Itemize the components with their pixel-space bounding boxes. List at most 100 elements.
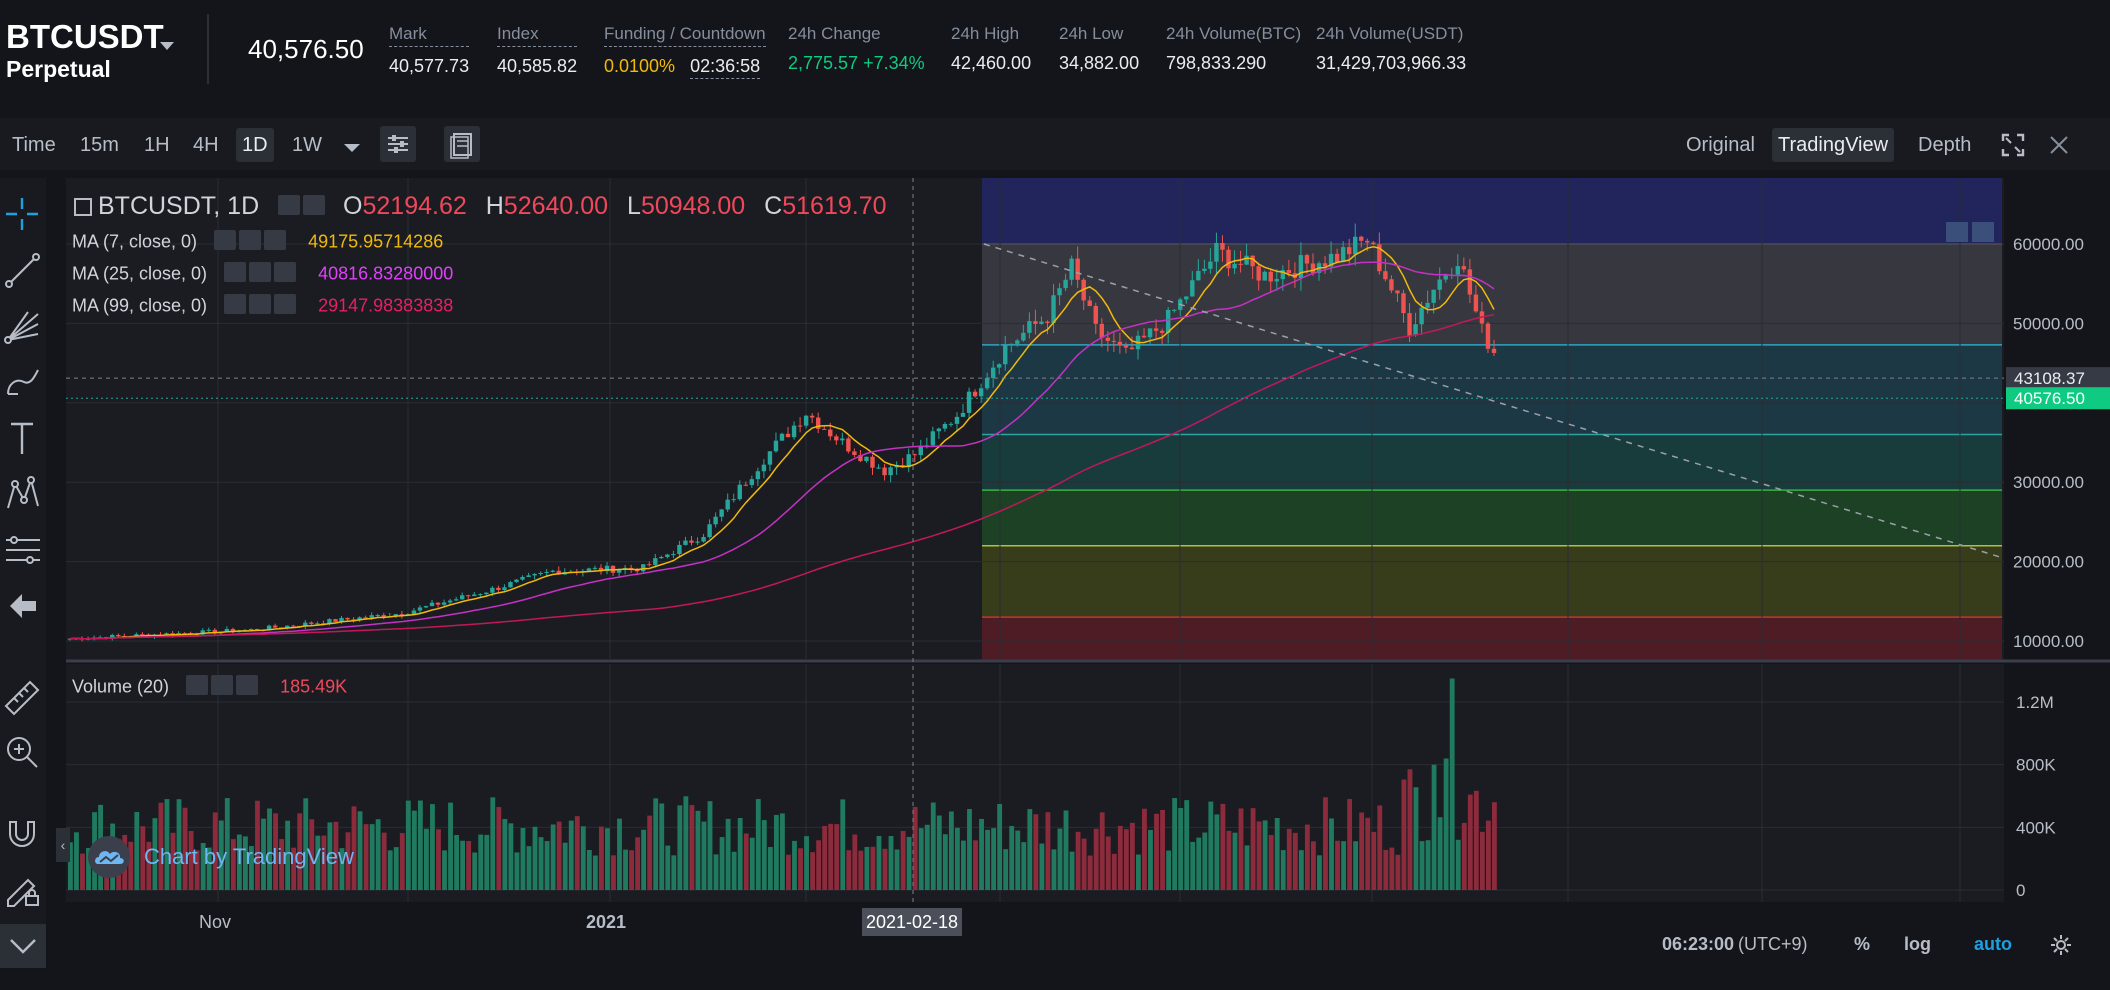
settings-icon[interactable] xyxy=(249,294,272,314)
settings-icon[interactable] xyxy=(303,194,326,215)
volume-bar xyxy=(1021,842,1027,890)
candle-body xyxy=(731,499,736,501)
volume-bar xyxy=(864,846,870,890)
candle-body xyxy=(230,629,236,633)
log-toggle[interactable]: log xyxy=(1904,934,1931,954)
settings-icon[interactable] xyxy=(211,675,234,695)
remove-icon[interactable] xyxy=(274,262,297,282)
candle-body xyxy=(116,634,121,636)
view-original[interactable]: Original xyxy=(1686,134,1755,156)
ma7-label: MA (7, close, 0) xyxy=(72,231,198,252)
candle-body xyxy=(797,425,803,427)
symbol-name[interactable]: BTCUSDT xyxy=(6,18,164,55)
volume-bar xyxy=(924,824,930,890)
interval-time[interactable]: Time xyxy=(12,134,56,156)
volume-bar xyxy=(146,841,152,890)
candle-body xyxy=(936,428,942,432)
timezone[interactable]: (UTC+9) xyxy=(1738,934,1808,954)
eye-icon[interactable] xyxy=(278,194,301,215)
volume-bar xyxy=(635,837,641,890)
remove-icon[interactable] xyxy=(236,675,259,695)
trend-line-icon[interactable] xyxy=(0,248,46,292)
fib-zone xyxy=(982,178,2002,244)
candle-body xyxy=(1105,337,1111,341)
auto-toggle[interactable]: auto xyxy=(1974,934,2012,954)
text-tool-icon[interactable] xyxy=(0,416,46,460)
candle-body xyxy=(1310,263,1316,273)
candle-body xyxy=(1039,321,1044,324)
indicator-settings-icon[interactable] xyxy=(380,126,416,162)
candle-body xyxy=(182,633,187,635)
volume-bar xyxy=(526,846,532,890)
ruler-icon[interactable] xyxy=(0,674,46,718)
settings-icon[interactable] xyxy=(239,230,262,250)
remove-icon[interactable] xyxy=(264,230,287,250)
volume-bar xyxy=(291,847,297,890)
eye-icon[interactable] xyxy=(214,230,237,250)
interval-dropdown-icon[interactable] xyxy=(344,144,360,152)
interval-1d[interactable]: 1D xyxy=(236,128,274,162)
volume-bar xyxy=(430,804,435,890)
eye-icon[interactable] xyxy=(224,294,247,314)
candle-body xyxy=(285,625,290,628)
volume-bar xyxy=(478,834,484,890)
interval-1w[interactable]: 1W xyxy=(292,134,322,156)
fib-zone xyxy=(982,617,2002,660)
expand-more-icon[interactable] xyxy=(0,924,46,968)
volume-bar xyxy=(556,821,562,890)
fullscreen-icon[interactable] xyxy=(1998,130,2028,160)
interval-15m[interactable]: 15m xyxy=(80,134,119,156)
interval-4h[interactable]: 4H xyxy=(193,134,219,156)
collapse-legend-icon[interactable] xyxy=(74,198,92,217)
candle-body xyxy=(1045,321,1050,324)
candle-body xyxy=(538,572,543,575)
crosshair-icon[interactable] xyxy=(0,192,46,236)
back-arrow-icon[interactable] xyxy=(0,584,46,628)
interval-1h[interactable]: 1H xyxy=(144,134,170,156)
close-icon[interactable] xyxy=(2046,132,2072,158)
volume-tick-label: 1.2M xyxy=(2016,693,2054,712)
candle-body xyxy=(665,554,670,557)
contract-type[interactable]: Perpetual xyxy=(6,56,111,82)
eye-icon[interactable] xyxy=(224,262,247,282)
candle-body xyxy=(110,634,115,639)
gann-fan-icon[interactable] xyxy=(0,304,46,348)
pattern-icon[interactable] xyxy=(0,472,46,516)
funding-label[interactable]: Funding / Countdown xyxy=(604,24,766,47)
view-tradingview[interactable]: TradingView xyxy=(1772,128,1895,162)
candle-body xyxy=(1208,261,1213,269)
fib-zone xyxy=(982,244,2002,345)
candle-body xyxy=(689,540,694,543)
volume-bar xyxy=(538,837,544,890)
eye-icon[interactable] xyxy=(186,675,209,695)
time-tick-label: 2021 xyxy=(586,912,626,932)
index-label[interactable]: Index xyxy=(497,24,578,47)
collapse-toolbar-button[interactable]: ‹ xyxy=(56,828,70,862)
candle-body xyxy=(719,509,724,517)
magnet-icon[interactable] xyxy=(0,810,46,854)
volume-bar xyxy=(1238,808,1244,890)
chart-template-icon[interactable] xyxy=(444,126,480,162)
volume-bar xyxy=(725,818,731,890)
volume-btc-value: 798,833.290 xyxy=(1166,53,1267,73)
volume-bar xyxy=(333,821,339,890)
brush-icon[interactable] xyxy=(0,360,46,404)
prediction-icon[interactable] xyxy=(0,528,46,572)
settings-icon[interactable] xyxy=(249,262,272,282)
candle-body xyxy=(309,622,314,624)
gear-icon[interactable] xyxy=(2050,934,2072,961)
zoom-in-icon[interactable] xyxy=(0,730,46,774)
candle-body xyxy=(737,484,742,500)
mark-label[interactable]: Mark xyxy=(389,24,470,47)
view-depth[interactable]: Depth xyxy=(1918,134,1972,156)
chevron-down-icon[interactable] xyxy=(160,42,174,50)
percent-toggle[interactable]: % xyxy=(1854,934,1871,954)
chart-footer: 06:23:00 (UTC+9) % log auto xyxy=(66,934,2090,964)
volume-bar xyxy=(194,850,200,890)
lock-drawings-icon[interactable] xyxy=(0,866,46,910)
tradingview-watermark[interactable]: Chart by TradingView xyxy=(88,836,354,878)
remove-icon[interactable] xyxy=(274,294,297,314)
mark-value: 40,577.73 xyxy=(389,56,470,76)
volume-bar xyxy=(1244,845,1250,890)
